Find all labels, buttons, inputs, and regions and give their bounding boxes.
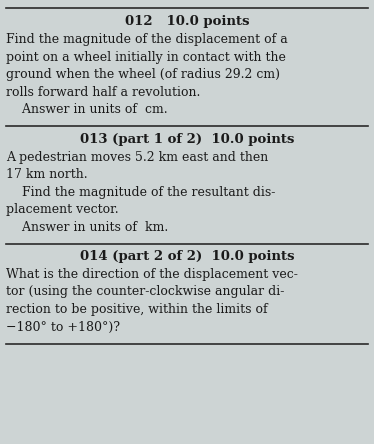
Text: rection to be positive, within the limits of: rection to be positive, within the limit… bbox=[6, 303, 268, 316]
Text: 012   10.0 points: 012 10.0 points bbox=[125, 15, 249, 28]
Text: Answer in units of  cm.: Answer in units of cm. bbox=[6, 103, 168, 116]
Text: tor (using the counter-clockwise angular di-: tor (using the counter-clockwise angular… bbox=[6, 285, 284, 298]
Text: Find the magnitude of the displacement of a: Find the magnitude of the displacement o… bbox=[6, 33, 288, 46]
Text: 17 km north.: 17 km north. bbox=[6, 168, 88, 181]
Text: What is the direction of the displacement vec-: What is the direction of the displacemen… bbox=[6, 268, 298, 281]
Text: 013 (part 1 of 2)  10.0 points: 013 (part 1 of 2) 10.0 points bbox=[80, 132, 294, 146]
Text: rolls forward half a revolution.: rolls forward half a revolution. bbox=[6, 86, 200, 99]
Text: point on a wheel initially in contact with the: point on a wheel initially in contact wi… bbox=[6, 51, 286, 63]
Text: −180° to +180°)?: −180° to +180°)? bbox=[6, 321, 120, 333]
Text: placement vector.: placement vector. bbox=[6, 203, 119, 216]
Text: Answer in units of  km.: Answer in units of km. bbox=[6, 221, 168, 234]
Text: A pedestrian moves 5.2 km east and then: A pedestrian moves 5.2 km east and then bbox=[6, 151, 268, 163]
Text: ground when the wheel (of radius 29.2 cm): ground when the wheel (of radius 29.2 cm… bbox=[6, 68, 280, 81]
Text: 014 (part 2 of 2)  10.0 points: 014 (part 2 of 2) 10.0 points bbox=[80, 250, 294, 263]
Text: Find the magnitude of the resultant dis-: Find the magnitude of the resultant dis- bbox=[6, 186, 275, 198]
